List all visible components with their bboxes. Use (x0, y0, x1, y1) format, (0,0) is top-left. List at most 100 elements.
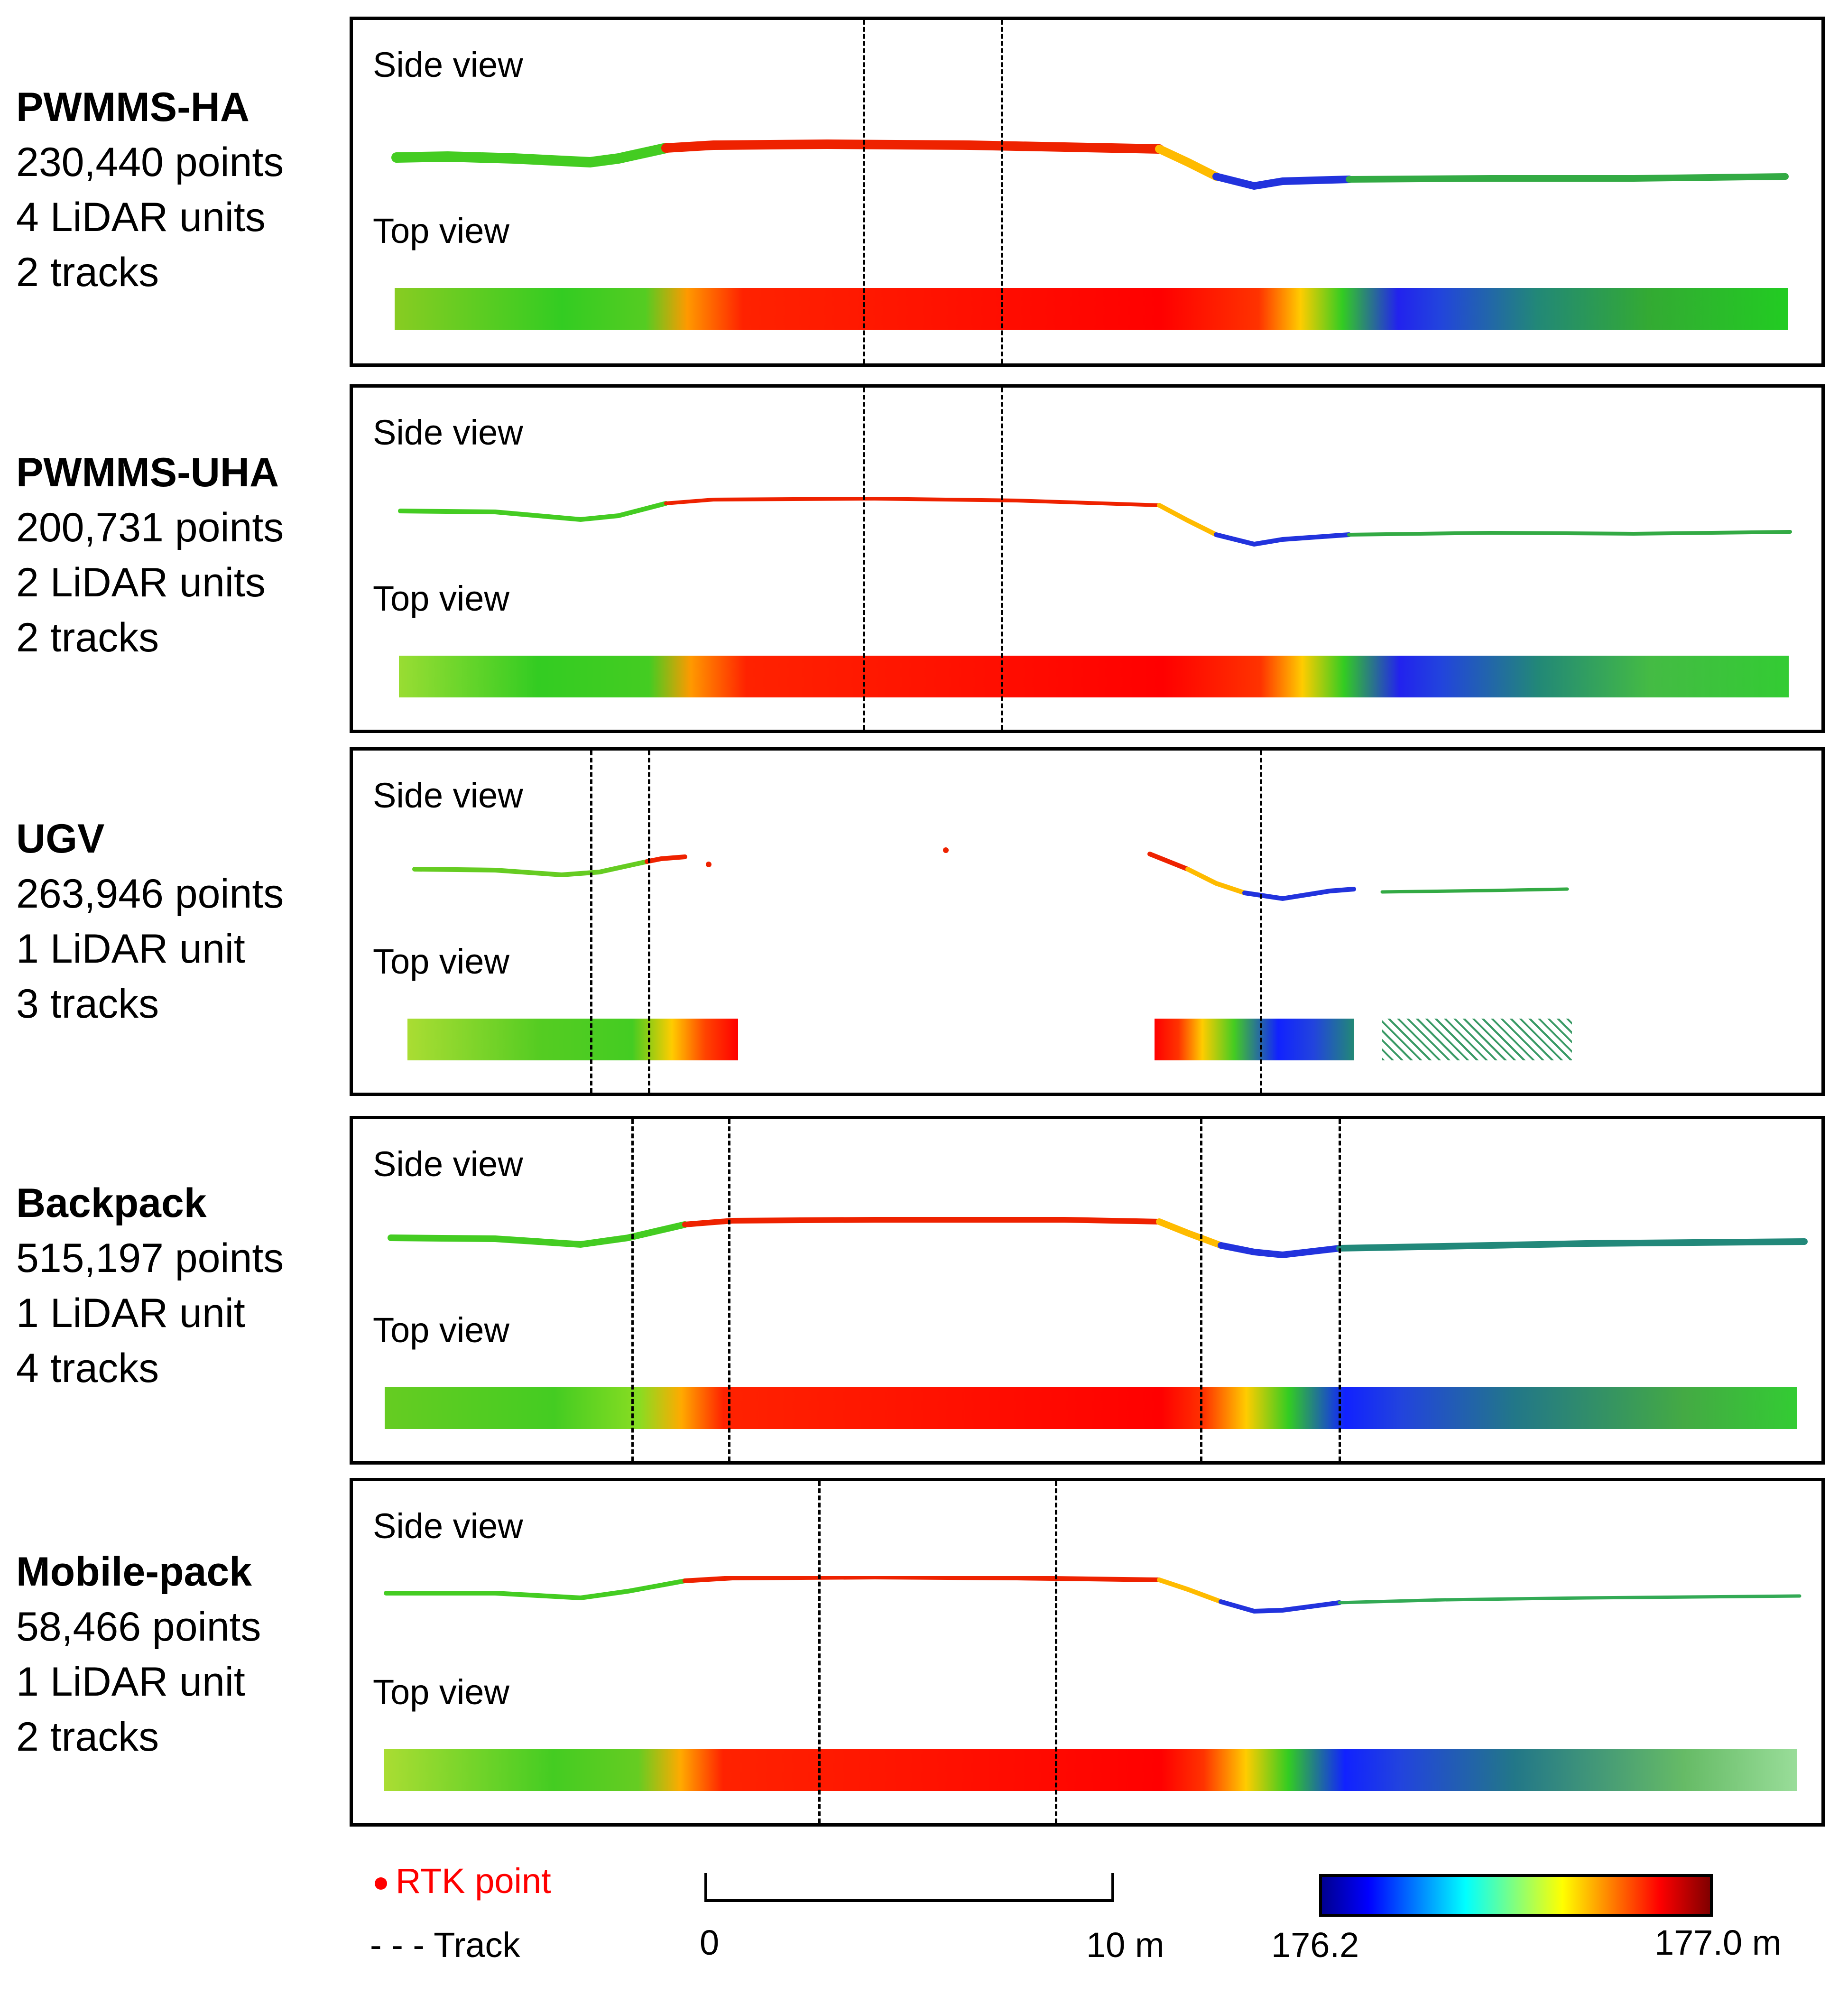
top-view-label: Top view (373, 1310, 509, 1350)
elevation-colorbar (1319, 1874, 1713, 1917)
scale-end-label: 10 m (1086, 1925, 1164, 1965)
colorbar-min-label: 176.2 (1271, 1925, 1359, 1965)
panel-mobile-pack: Side view Top view (350, 1478, 1825, 1827)
track-line (648, 751, 650, 1093)
top-view-strip-right (1155, 1019, 1354, 1060)
panel-backpack: Side view Top view (350, 1116, 1825, 1465)
side-view-label: Side view (373, 776, 523, 815)
track-symbol: - - - (370, 1925, 425, 1965)
system-name: UGV (16, 816, 105, 862)
top-view-strip (395, 288, 1788, 330)
point-count: 230,440 points (16, 139, 284, 185)
lidar-units: 4 LiDAR units (16, 195, 266, 240)
system-name: Backpack (16, 1180, 207, 1226)
scale-start-label: 0 (700, 1923, 720, 1962)
side-view-profile (412, 847, 1569, 901)
track-line (1055, 1481, 1057, 1823)
side-view-label: Side view (373, 1506, 523, 1546)
side-view-label: Side view (373, 45, 523, 84)
system-info-backpack: Backpack 515,197 points 1 LiDAR unit 4 t… (16, 1176, 343, 1396)
top-view-label: Top view (373, 211, 509, 251)
profile-green-left (391, 143, 671, 168)
track-line (1001, 388, 1003, 730)
track-line (1200, 1119, 1202, 1461)
point-count: 263,946 points (16, 871, 284, 917)
system-info-mobile-pack: Mobile-pack 58,466 points 1 LiDAR unit 2… (16, 1544, 343, 1764)
profile-red-plateau (683, 1576, 1162, 1583)
track-line (590, 751, 592, 1093)
profile-transition (1157, 1577, 1223, 1604)
panel-ugv: Side view Top view (350, 747, 1825, 1096)
profile-blue-dip (1219, 1599, 1342, 1614)
lidar-units: 1 LiDAR unit (16, 1290, 245, 1336)
top-view-strip-left (407, 1019, 738, 1060)
top-view-label: Top view (373, 579, 509, 618)
panel-pwmms-uha: Side view Top view (350, 384, 1825, 733)
point-count: 58,466 points (16, 1604, 261, 1650)
system-info-pwmms-ha: PWMMS-HA 230,440 points 4 LiDAR units 2 … (16, 80, 343, 300)
profile-green-left (388, 1221, 688, 1248)
track-line (1339, 1119, 1341, 1461)
profile-red-plateau (664, 496, 1161, 507)
top-view-strip (385, 1387, 1797, 1429)
system-info-ugv: UGV 263,946 points 1 LiDAR unit 3 tracks (16, 811, 343, 1031)
profile-green-right (1347, 530, 1792, 537)
side-view-profile (398, 496, 1792, 547)
system-name: Mobile-pack (16, 1549, 252, 1595)
scatter-point (706, 862, 711, 867)
profile-green-right (1346, 173, 1789, 183)
track-count: 3 tracks (16, 981, 159, 1027)
top-view-label: Top view (373, 1672, 509, 1712)
track-line (1260, 751, 1262, 1093)
top-view-label: Top view (373, 942, 509, 981)
scale-bar-line (704, 1873, 1114, 1902)
track-label: Track (434, 1925, 520, 1965)
track-count: 4 tracks (16, 1345, 159, 1391)
side-view-profile (384, 1576, 1802, 1614)
profile-red-plateau (682, 1217, 1162, 1227)
profile-transition (1157, 503, 1219, 537)
rtk-label: RTK point (396, 1861, 551, 1901)
profile-blue-dip (1242, 887, 1356, 901)
lidar-units: 2 LiDAR units (16, 560, 266, 605)
track-count: 2 tracks (16, 615, 159, 660)
point-count: 515,197 points (16, 1235, 284, 1281)
lidar-units: 1 LiDAR unit (16, 1659, 245, 1705)
profile-teal-right (1338, 1594, 1802, 1605)
track-legend: - - - Track (370, 1926, 520, 1964)
panel-pwmms-ha: Side view Top view (350, 17, 1825, 367)
system-name: PWMMS-UHA (16, 450, 279, 495)
system-info-pwmms-uha: PWMMS-UHA 200,731 points 2 LiDAR units 2… (16, 445, 343, 665)
profile-red-right-start (1147, 852, 1190, 872)
profile-blue-dip (1214, 532, 1351, 547)
profile-transition (1156, 1218, 1224, 1249)
profile-teal-right (1336, 1238, 1808, 1252)
scatter-point (943, 847, 949, 853)
profile-blue-dip (1218, 1242, 1343, 1259)
system-name: PWMMS-HA (16, 84, 250, 130)
rtk-legend: RTK point (375, 1862, 551, 1900)
profile-green-right (1380, 887, 1569, 894)
profile-green-left (398, 501, 668, 522)
profile-red-plateau (661, 139, 1164, 154)
profile-red-left-end (645, 854, 687, 864)
track-line (728, 1119, 730, 1461)
side-view-label: Side view (373, 413, 523, 452)
profile-green-left (384, 1578, 687, 1601)
rtk-point-icon (375, 1877, 387, 1890)
side-view-profile (391, 139, 1789, 190)
top-view-strip-sparse (1382, 1019, 1572, 1060)
top-view-strip (399, 656, 1789, 697)
scale-bar (704, 1873, 1114, 1902)
profile-transition (1155, 145, 1220, 181)
profile-transition (1185, 867, 1247, 895)
profile-green-left (412, 859, 649, 878)
track-line (863, 388, 865, 730)
point-count: 200,731 points (16, 505, 284, 550)
track-count: 2 tracks (16, 1714, 159, 1760)
side-view-label: Side view (373, 1144, 523, 1184)
track-line (863, 20, 865, 363)
top-view-strip (384, 1749, 1797, 1791)
side-view-profile (388, 1217, 1808, 1259)
track-line (1001, 20, 1003, 363)
